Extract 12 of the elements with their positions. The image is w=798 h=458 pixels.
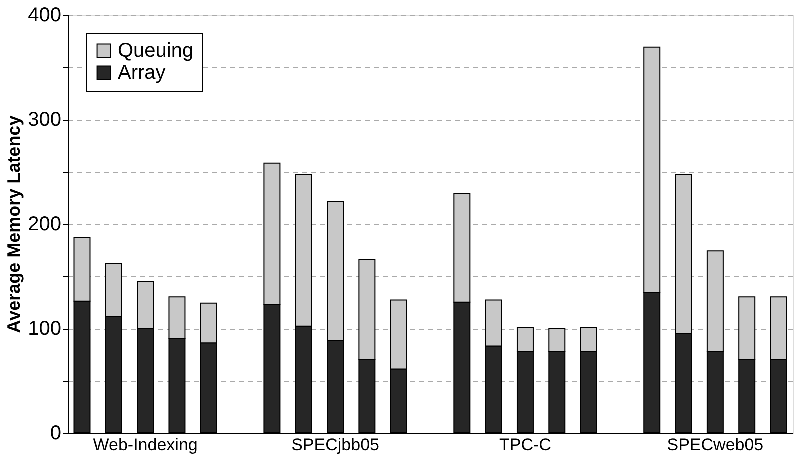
y-tick-label: 200 (28, 214, 62, 236)
y-tick-label: 400 (28, 4, 62, 26)
x-tick-label: TPC-C (500, 436, 552, 454)
y-tick-label: 300 (28, 109, 62, 131)
y-tick-label: 100 (28, 318, 62, 340)
x-tick-label: Web-Indexing (93, 436, 198, 454)
y-axis-title: Average Memory Latency (4, 116, 24, 334)
x-tick-label: SPECweb05 (667, 436, 764, 454)
legend-label: Array (118, 62, 166, 84)
legend-label: Queuing (118, 40, 194, 62)
y-tick-label: 0 (50, 422, 62, 444)
x-tick-label: SPECjbb05 (292, 436, 380, 454)
